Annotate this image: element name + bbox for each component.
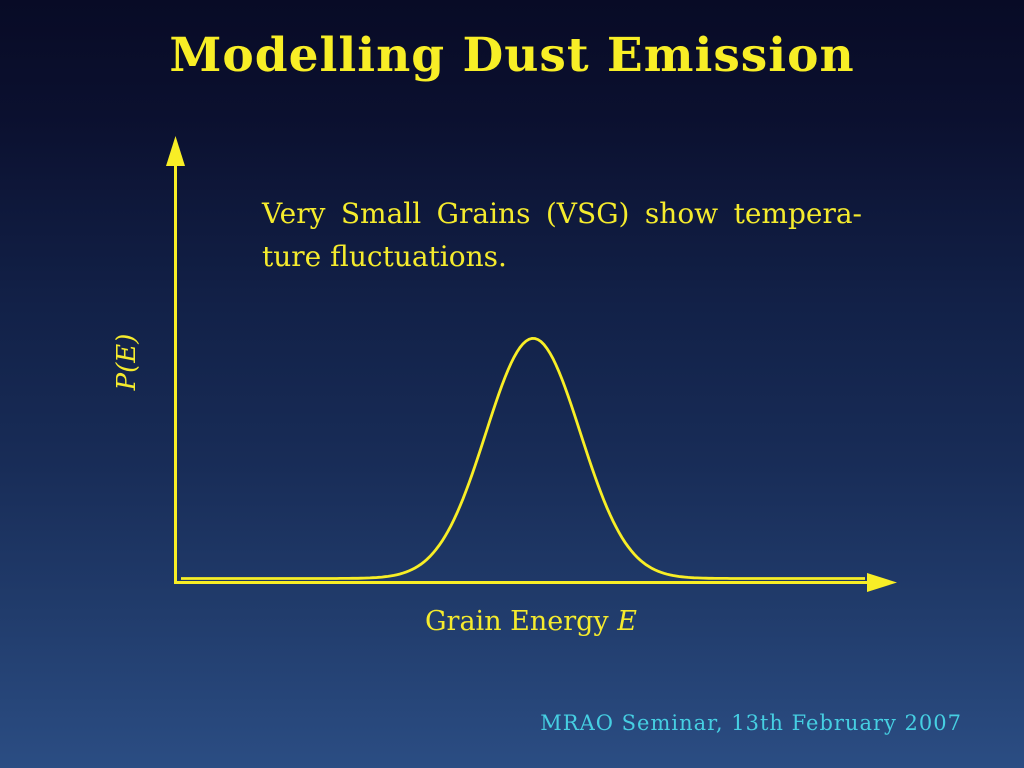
footer-credit: MRAO Seminar, 13th February 2007 <box>540 711 962 735</box>
x-axis-label-variable: E <box>617 606 637 637</box>
x-axis-label: Grain Energy E <box>175 606 887 637</box>
x-axis-arrowhead <box>867 573 897 592</box>
body-text-line: Very Small Grains (VSG) show tempera- <box>262 197 862 230</box>
y-axis-label: P(E) <box>112 333 142 391</box>
distribution-curve <box>181 336 865 580</box>
body-text: Very Small Grains (VSG) show tempera- tu… <box>262 192 862 278</box>
body-text-line: ture fluctuations. <box>262 240 507 273</box>
slide-title: Modelling Dust Emission <box>169 28 855 83</box>
x-axis-label-text: Grain Energy <box>424 606 609 637</box>
y-axis-arrowhead <box>166 136 185 166</box>
